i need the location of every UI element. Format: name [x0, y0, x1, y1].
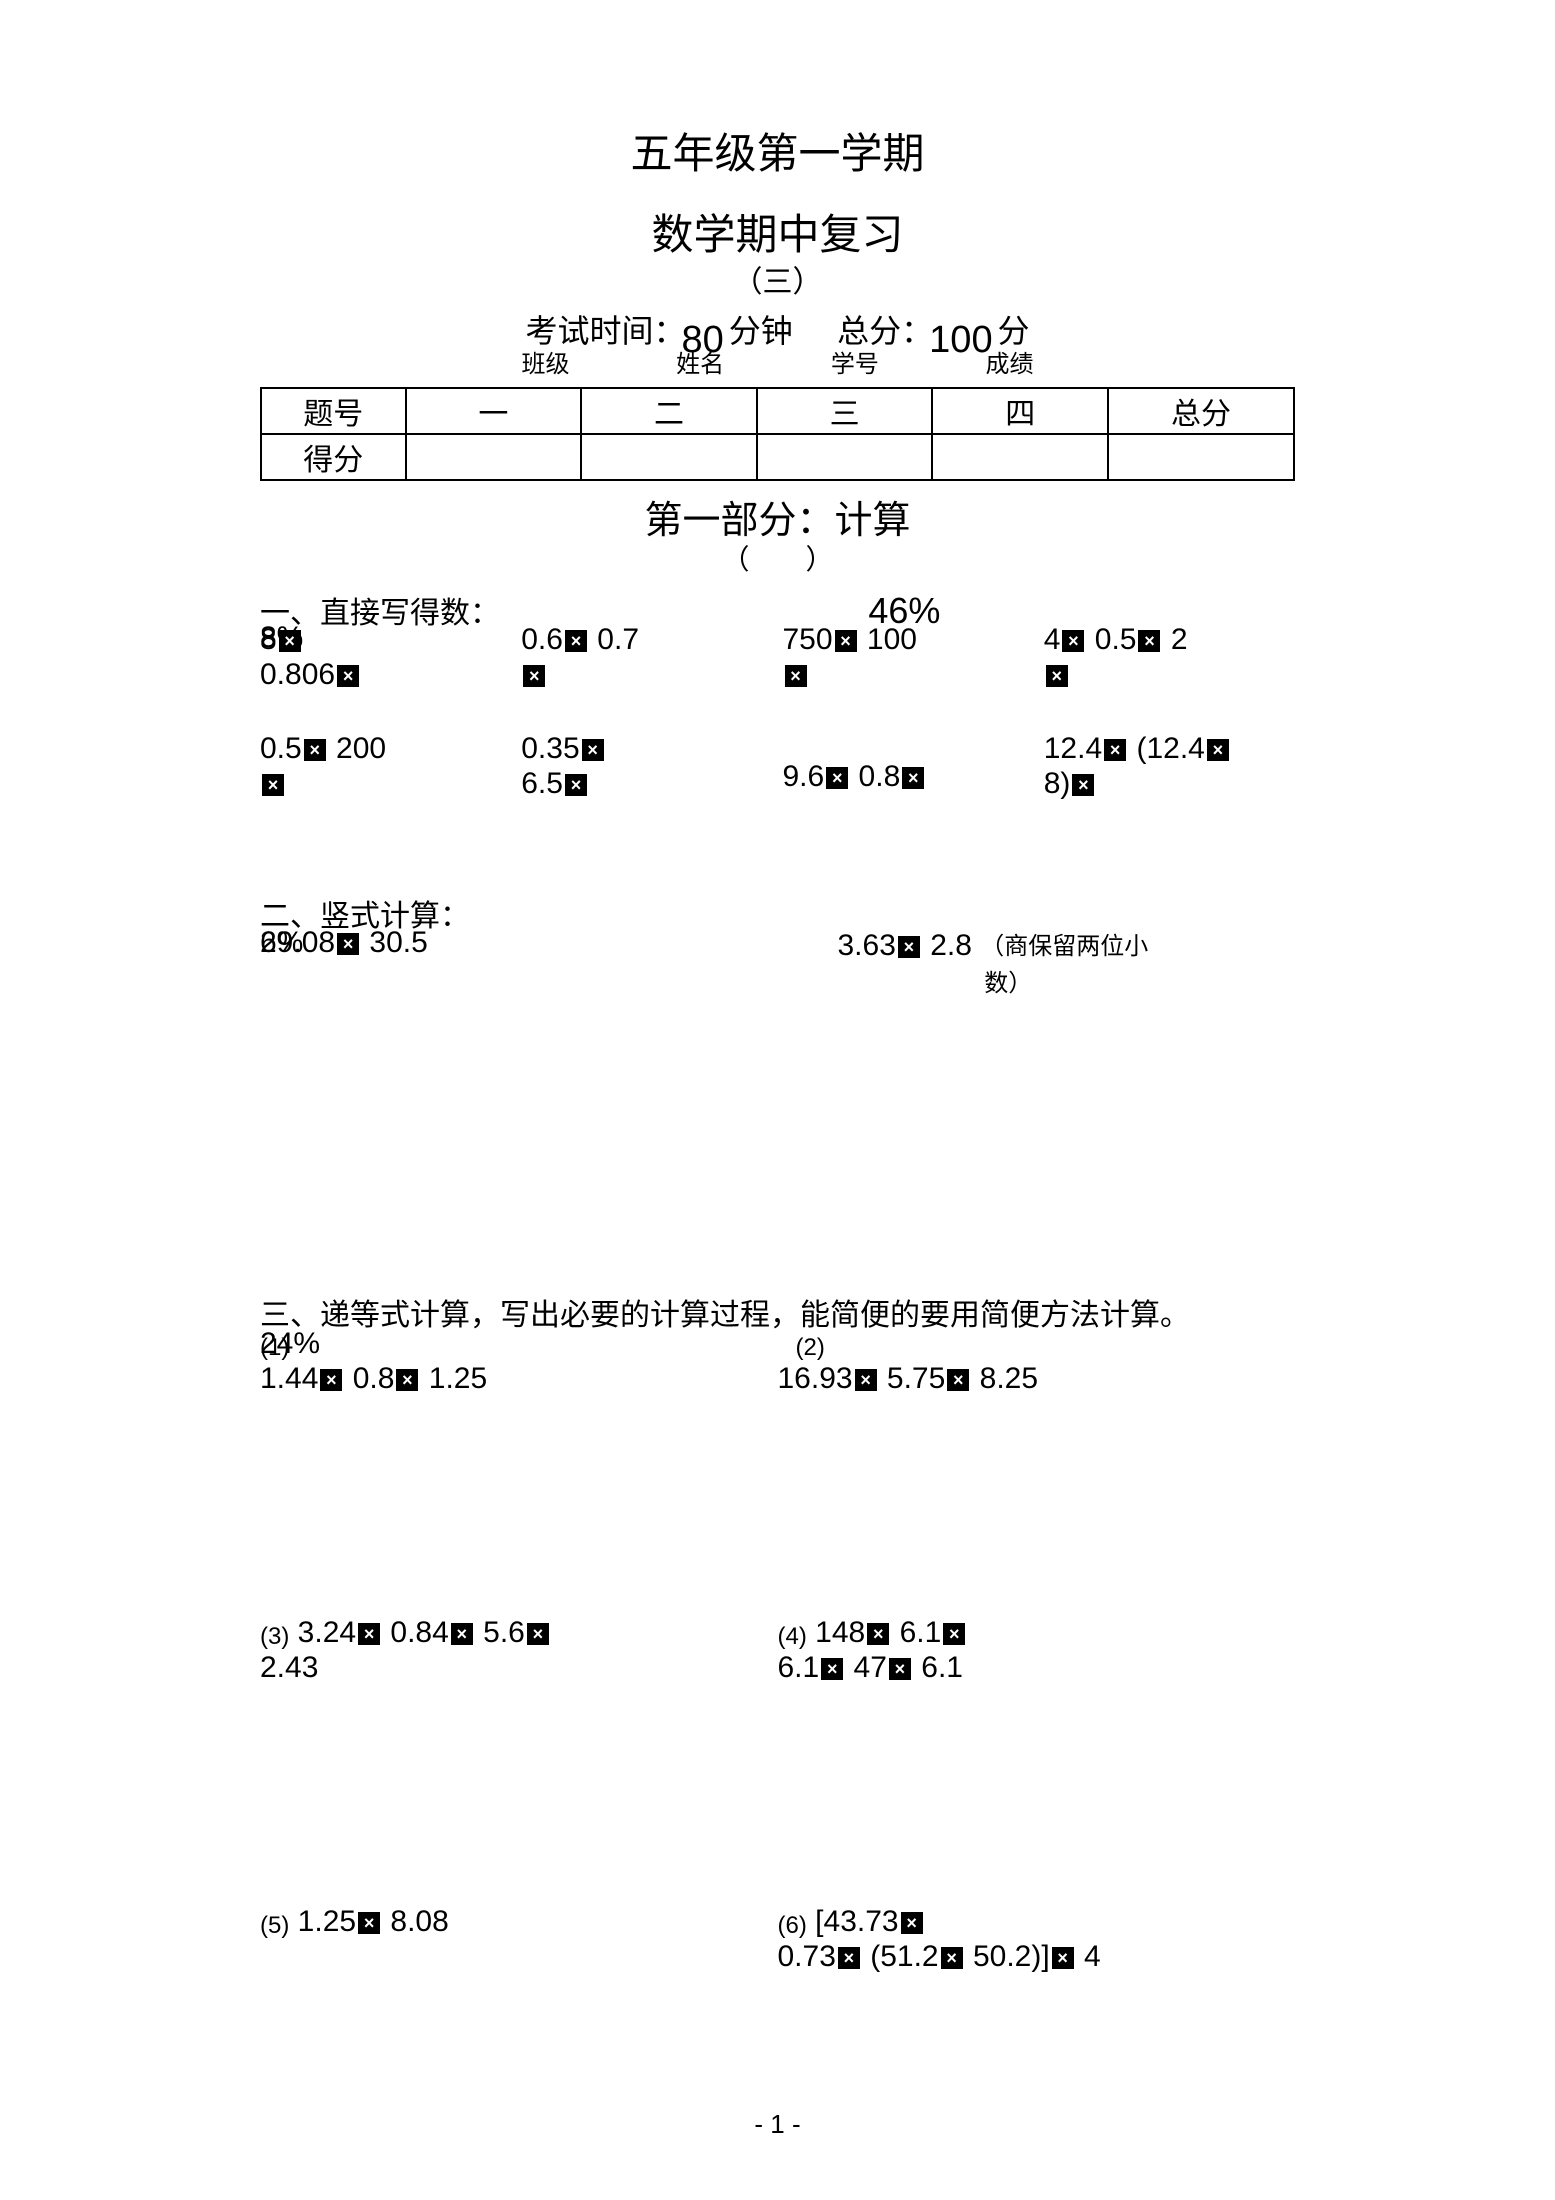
sec2-q2: 3.63× 2.8 （商保留两位小 数）: [778, 926, 1296, 1000]
sec3-q4: (4) 148× 6.1×6.1× 47× 6.1: [778, 1616, 1296, 1685]
x-icon: ×: [1072, 774, 1094, 796]
part1-sub: （ ）: [260, 538, 1295, 578]
sec3-head: 三、递等式计算，写出必要的计算过程，能简便的要用简便方法计算。: [260, 1290, 1295, 1334]
th-num: 题号: [261, 388, 406, 434]
th-4: 四: [932, 388, 1108, 434]
th-total: 总分: [1108, 388, 1294, 434]
sec1-grid: 8×0.806× 0.6× 0.7× 750× 100× 4× 0.5× 2× …: [260, 623, 1295, 801]
exam-time-label: 考试时间：: [526, 313, 686, 349]
x-icon: ×: [943, 1623, 965, 1645]
td-blank: [406, 434, 582, 480]
x-icon: ×: [358, 1623, 380, 1645]
q-cell: 0.35×6.5×: [521, 732, 772, 801]
q-cell: 750× 100×: [783, 623, 1034, 692]
x-icon: ×: [941, 1947, 963, 1969]
x-icon: ×: [838, 1947, 860, 1969]
title-line-2: 数学期中复习: [260, 201, 1295, 262]
table-row: 得分: [261, 434, 1294, 480]
x-icon: ×: [451, 1623, 473, 1645]
x-icon: ×: [1104, 739, 1126, 761]
q-num: (2): [796, 1334, 825, 1361]
sec3-label: 三、递等式计算，写出必要的计算过程，能简便的要用简便方法计算。: [260, 1299, 1190, 1332]
x-icon: ×: [1138, 630, 1160, 652]
page: 五年级第一学期 数学期中复习 （三） 考试时间：80 分钟 总分：100 分 班…: [0, 0, 1555, 2200]
x-icon: ×: [1207, 739, 1229, 761]
sec2-head: 二、竖式计算：: [260, 891, 1295, 935]
sec1-head: 一、直接写得数： 46%: [260, 588, 1295, 632]
td-blank: [1108, 434, 1294, 480]
td-score-label: 得分: [261, 434, 406, 480]
x-icon: ×: [337, 665, 359, 687]
x-icon: ×: [947, 1369, 969, 1391]
title-line-1: 五年级第一学期: [260, 120, 1295, 181]
sec1-pct-right: 46%: [868, 590, 940, 632]
total-value: 100: [929, 319, 992, 362]
td-blank: [757, 434, 933, 480]
x-icon: ×: [902, 767, 924, 789]
sec3-q6: (6) [43.73×0.73× (51.2× 50.2)]× 4: [778, 1905, 1296, 1974]
x-icon: ×: [1046, 665, 1068, 687]
x-icon: ×: [582, 739, 604, 761]
x-icon: ×: [523, 665, 545, 687]
q-cell: 12.4× (12.4×8)×: [1044, 732, 1295, 801]
x-icon: ×: [898, 936, 920, 958]
total-unit: 分: [997, 313, 1029, 349]
x-icon: ×: [320, 1369, 342, 1391]
part1-title: 第一部分：计算: [260, 489, 1295, 544]
sec3-grid: (1) 1.44× 0.8× 1.25 (2) 16.93× 5.75× 8.2…: [260, 1327, 1295, 1974]
th-1: 一: [406, 388, 582, 434]
sec3-q5: (5) 1.25× 8.08: [260, 1905, 778, 1974]
q-cell: 9.6× 0.8×: [783, 732, 1034, 801]
x-icon: ×: [855, 1369, 877, 1391]
x-icon: ×: [821, 1658, 843, 1680]
table-row: 题号 一 二 三 四 总分: [261, 388, 1294, 434]
sec2-q1: 29.08× 30.5: [260, 926, 778, 1000]
x-icon: ×: [785, 665, 807, 687]
score-table: 题号 一 二 三 四 总分 得分: [260, 387, 1295, 481]
q-cell: 0.6× 0.7×: [521, 623, 772, 692]
total-label: 总分：: [837, 313, 933, 349]
x-icon: ×: [901, 1912, 923, 1934]
x-icon: ×: [826, 767, 848, 789]
q-cell: 8×0.806×: [260, 623, 511, 692]
page-number: - 1 -: [0, 2109, 1555, 2140]
x-icon: ×: [1052, 1947, 1074, 1969]
x-icon: ×: [262, 774, 284, 796]
sec3-q3: (3) 3.24× 0.84× 5.6×2.43: [260, 1616, 778, 1685]
x-icon: ×: [889, 1658, 911, 1680]
q-num: (1): [260, 1334, 289, 1361]
sec3-q1: (1) 1.44× 0.8× 1.25: [260, 1327, 778, 1396]
sec1-label: 一、直接写得数：: [260, 597, 500, 630]
sec3-q2: (2) 16.93× 5.75× 8.25: [778, 1327, 1296, 1396]
q-num: (5): [260, 1912, 289, 1939]
x-icon: ×: [396, 1369, 418, 1391]
q-num: (3): [260, 1623, 289, 1650]
x-icon: ×: [565, 774, 587, 796]
x-icon: ×: [358, 1912, 380, 1934]
x-icon: ×: [304, 739, 326, 761]
paper-number: （三）: [260, 257, 1295, 301]
x-icon: ×: [1062, 630, 1084, 652]
exam-time-unit: 分钟: [729, 313, 793, 349]
x-icon: ×: [565, 630, 587, 652]
sec2-row: 29.08× 30.5 3.63× 2.8 （商保留两位小 数）: [260, 926, 1295, 1000]
q-num: (6): [778, 1912, 807, 1939]
x-icon: ×: [337, 933, 359, 955]
td-blank: [932, 434, 1108, 480]
th-3: 三: [757, 388, 933, 434]
x-icon: ×: [867, 1623, 889, 1645]
sec2-label: 二、竖式计算：: [260, 900, 470, 933]
exam-time-value: 80: [682, 319, 724, 362]
th-2: 二: [581, 388, 757, 434]
x-icon: ×: [279, 630, 301, 652]
exam-info: 考试时间：80 分钟 总分：100 分: [260, 306, 1295, 362]
td-blank: [581, 434, 757, 480]
q-cell: 4× 0.5× 2×: [1044, 623, 1295, 692]
x-icon: ×: [835, 630, 857, 652]
sec2-q2-note: （商保留两位小 数）: [838, 933, 1149, 997]
x-icon: ×: [527, 1623, 549, 1645]
q-num: (4): [778, 1623, 807, 1650]
q-cell: 0.5× 200×: [260, 732, 511, 801]
